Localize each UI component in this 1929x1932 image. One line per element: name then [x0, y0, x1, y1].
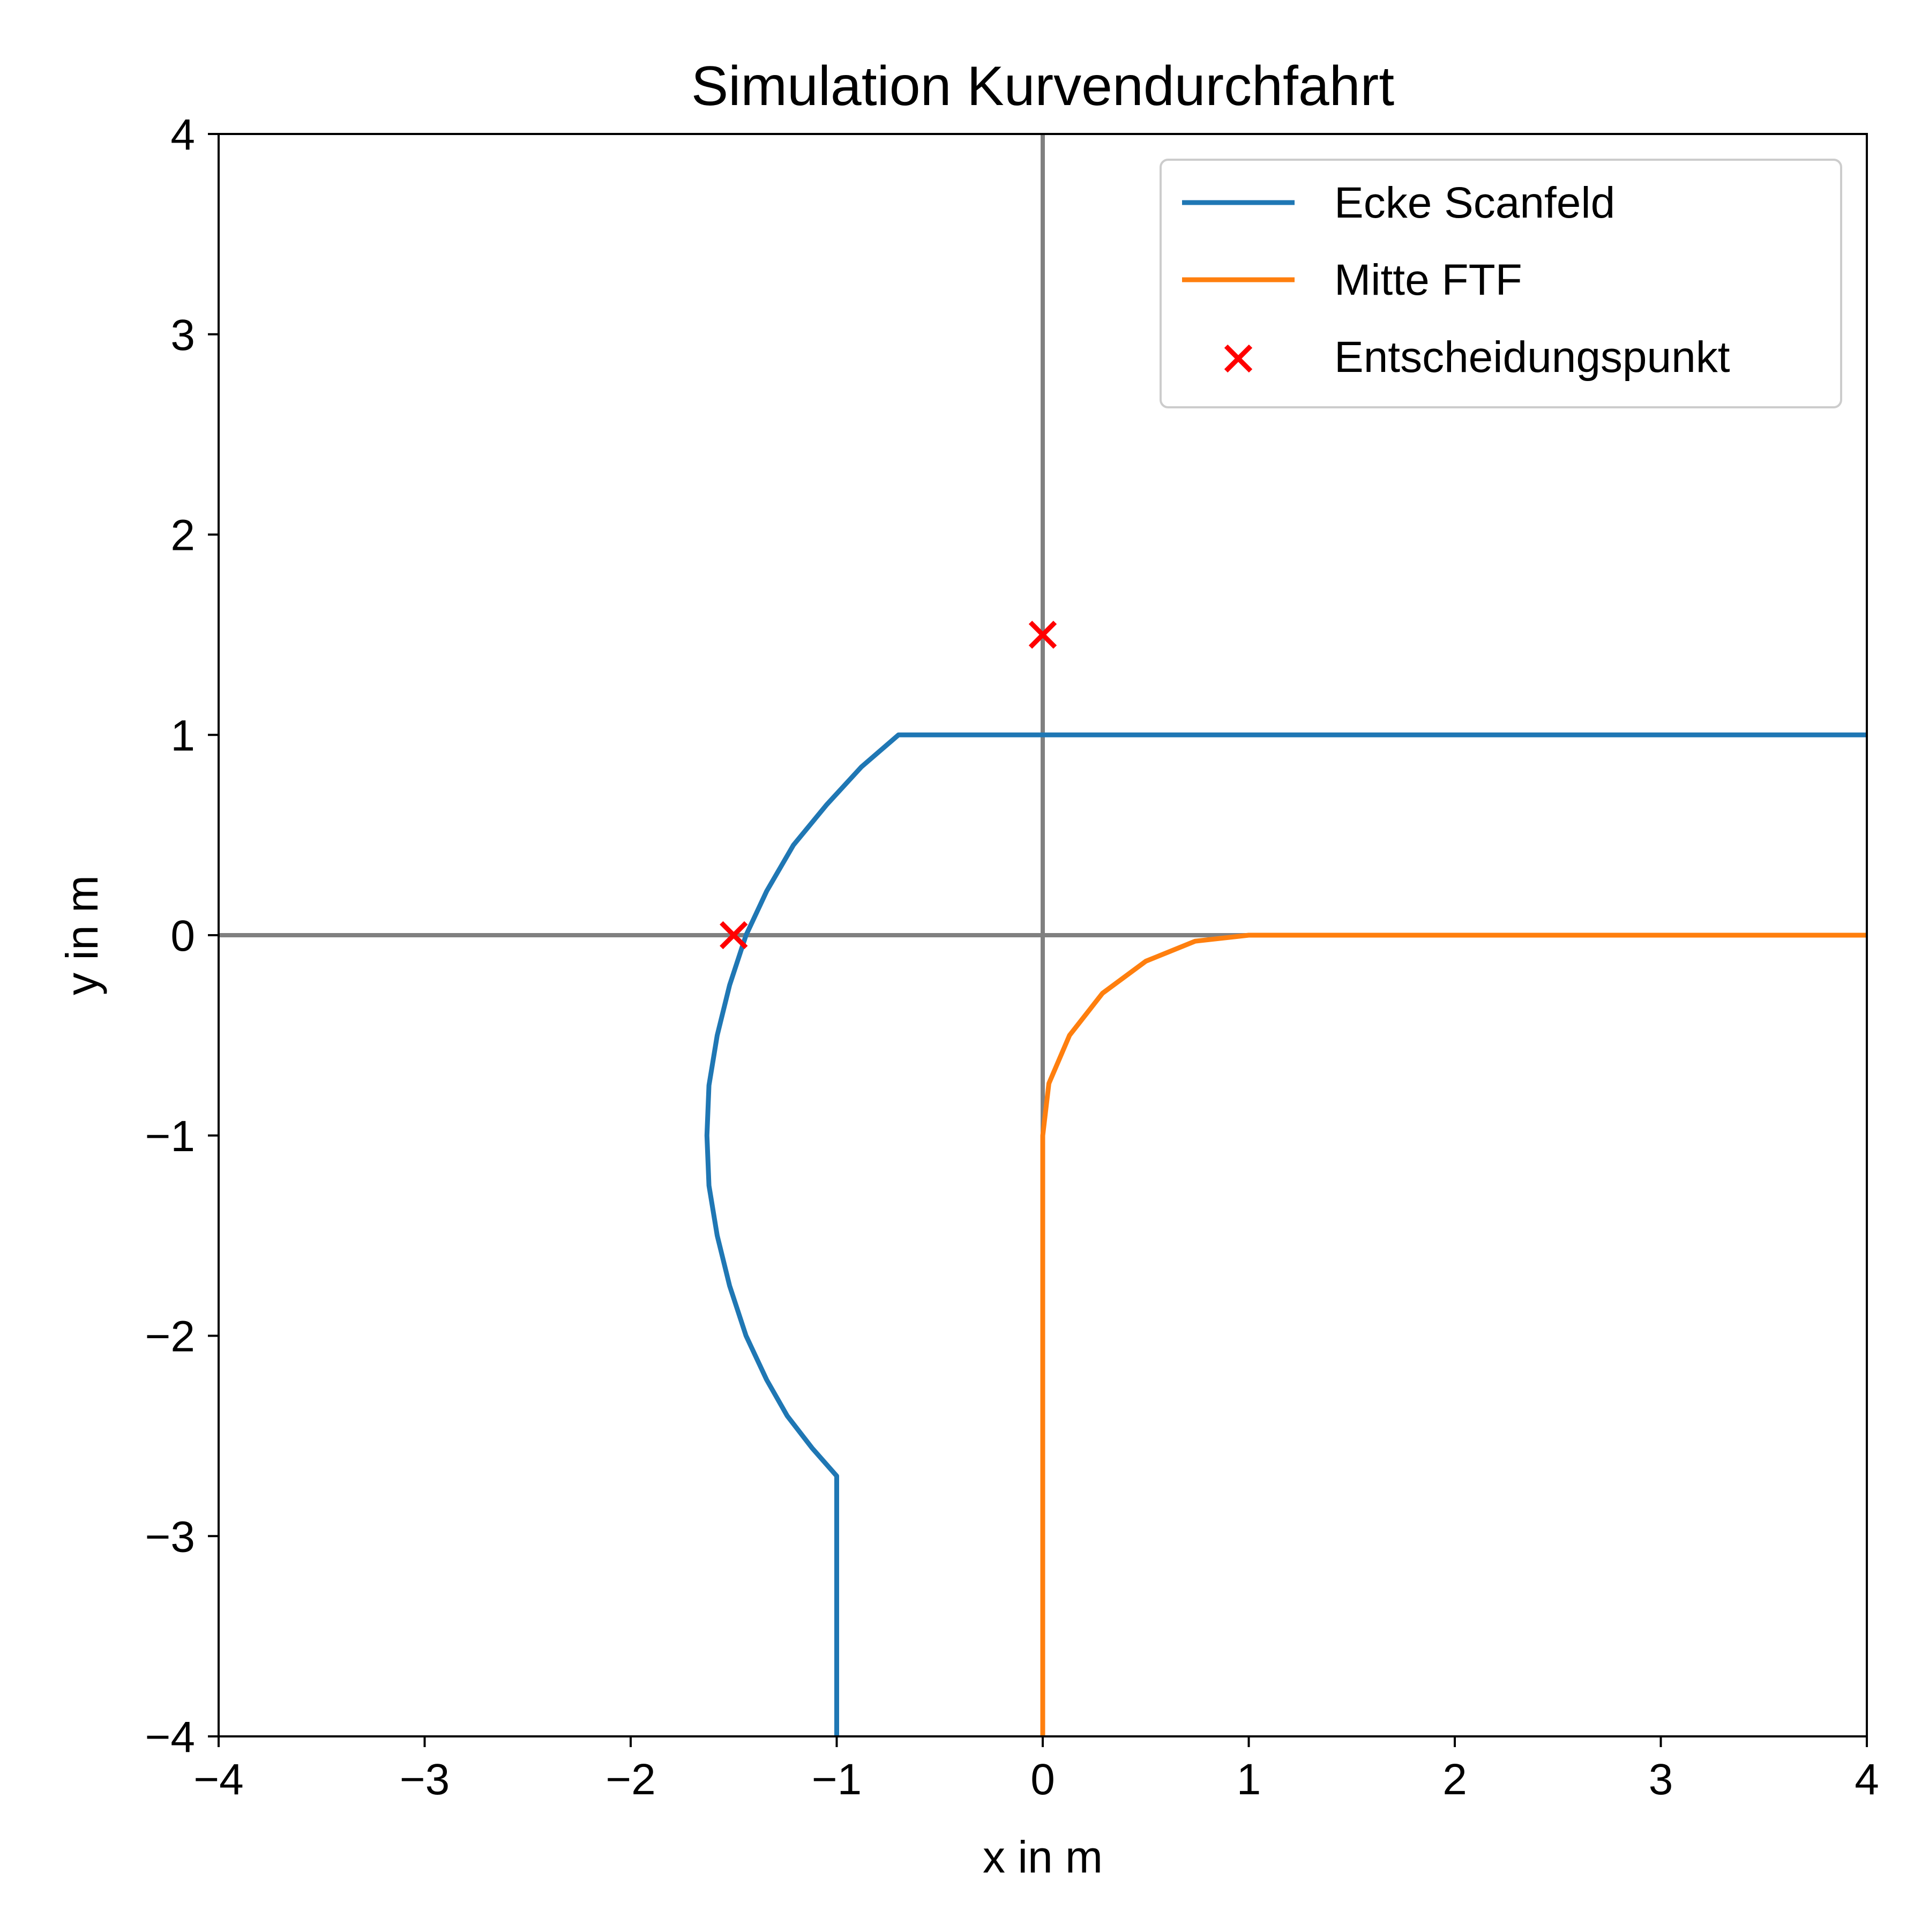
- y-tick-label: −2: [145, 1312, 196, 1361]
- x-tick-label: −4: [193, 1755, 244, 1804]
- data-point-entscheidungspunkt-1: [720, 921, 748, 950]
- x-tick-label: −1: [812, 1755, 862, 1804]
- y-tick-label: 1: [170, 711, 195, 760]
- legend: Ecke Scanfeld Mitte FTF Entscheidungspun…: [1160, 159, 1842, 408]
- y-tick-label: −3: [145, 1512, 196, 1561]
- y-tick-label: 3: [170, 311, 195, 360]
- x-tick-label: −2: [605, 1755, 656, 1804]
- legend-label-mitte-ftf: Mitte FTF: [1334, 256, 1522, 304]
- chart-title: Simulation Kurvendurchfahrt: [691, 55, 1394, 117]
- legend-label-entscheidungspunkt: Entscheidungspunkt: [1334, 333, 1730, 382]
- y-tick-label: 0: [170, 912, 195, 960]
- x-tick-label: −3: [400, 1755, 450, 1804]
- x-tick-label: 2: [1442, 1755, 1467, 1804]
- axis-ticks: −4 −3 −2 −1 0 1 2 3 4 −4 −3 −2 −1 0 1 2 3 4: [145, 110, 1879, 1804]
- x-tick-label: 1: [1237, 1755, 1261, 1804]
- legend-label-ecke-scanfeld: Ecke Scanfeld: [1334, 178, 1615, 227]
- plot-area: [219, 134, 1867, 1736]
- y-axis-label: y in m: [57, 875, 107, 995]
- y-tick-label: 2: [170, 511, 195, 560]
- axes-frame: [218, 133, 1868, 1737]
- series-line-mitte-ftf: [1040, 933, 1867, 1736]
- x-axis-label: x in m: [983, 1832, 1103, 1882]
- series-line-ecke-scanfeld: [704, 732, 1867, 1736]
- x-tick-label: 0: [1030, 1755, 1055, 1804]
- data-point-entscheidungspunkt-0: [1028, 621, 1057, 649]
- legend-box: [1160, 159, 1842, 408]
- y-tick-label: −4: [145, 1713, 196, 1762]
- x-tick-label: 4: [1855, 1755, 1879, 1804]
- y-tick-label: −1: [145, 1112, 196, 1161]
- legend-marker-entscheidungspunkt: [1224, 344, 1253, 373]
- x-tick-label: 3: [1649, 1755, 1673, 1804]
- y-tick-label: 4: [170, 110, 195, 159]
